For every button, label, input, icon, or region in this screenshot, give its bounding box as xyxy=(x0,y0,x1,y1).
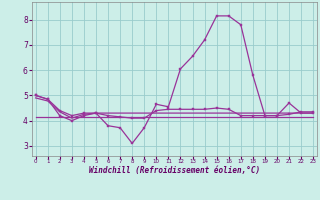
X-axis label: Windchill (Refroidissement éolien,°C): Windchill (Refroidissement éolien,°C) xyxy=(89,166,260,175)
